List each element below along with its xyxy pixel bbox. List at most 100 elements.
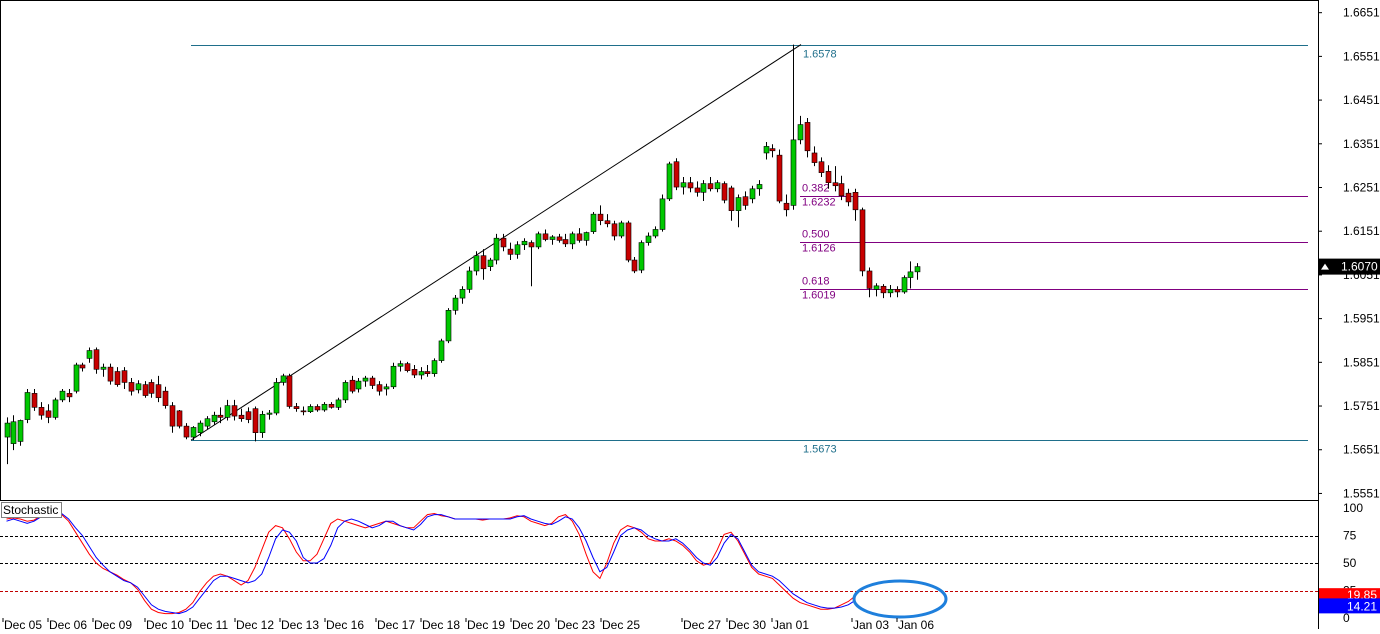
- bull-candle-body: [5, 423, 10, 437]
- x-axis-label: Dec 20: [512, 618, 550, 629]
- candle: [287, 374, 292, 409]
- x-axis-label: Dec 25: [602, 618, 640, 629]
- price-axis-label: 1.6351: [1343, 137, 1380, 151]
- bear-candle-body: [143, 385, 148, 396]
- bear-candle-body: [253, 409, 258, 433]
- bull-candle-body: [25, 392, 30, 419]
- price-axis-label: 1.6151: [1343, 224, 1380, 238]
- bear-candle-body: [287, 376, 292, 407]
- candle: [660, 194, 665, 231]
- x-axis-label: Dec 16: [326, 618, 364, 629]
- bull-candle-body: [474, 256, 479, 271]
- bear-candle-body: [839, 184, 844, 196]
- stoch-axis-label: 50: [1343, 556, 1357, 570]
- bear-candle-body: [557, 237, 562, 240]
- bear-candle-body: [770, 149, 775, 151]
- bear-candle-body: [377, 385, 382, 392]
- candle: [60, 389, 65, 402]
- candle: [391, 363, 396, 389]
- x-axis-label: Jan 06: [898, 618, 934, 629]
- bull-candle-body: [398, 364, 403, 367]
- bull-candle-body: [591, 214, 596, 231]
- bull-candle-body: [915, 267, 920, 272]
- bull-candle-body: [460, 289, 465, 298]
- price-axis-label: 1.5751: [1343, 399, 1380, 413]
- candle: [274, 378, 279, 415]
- bull-candle-body: [584, 233, 589, 241]
- bear-candle-body: [784, 203, 789, 210]
- bear-candle-body: [612, 224, 617, 236]
- bear-candle-body: [695, 188, 700, 192]
- bull-candle-body: [419, 372, 424, 375]
- bull-candle-body: [274, 382, 279, 413]
- bear-candle-body: [184, 426, 189, 437]
- candle: [591, 212, 596, 234]
- bull-candle-body: [308, 406, 313, 411]
- bear-candle-body: [370, 378, 375, 385]
- bear-candle-body: [819, 162, 824, 173]
- bear-candle-body: [315, 406, 320, 409]
- bear-candle-body: [32, 393, 37, 407]
- bear-candle-body: [605, 221, 610, 224]
- bull-candle-body: [791, 140, 796, 206]
- bull-candle-body: [750, 189, 755, 199]
- bull-candle-body: [681, 183, 686, 187]
- bull-candle-body: [701, 184, 706, 193]
- bull-candle-body: [101, 367, 106, 369]
- bull-candle-body: [453, 298, 458, 310]
- bear-candle-body: [163, 391, 168, 405]
- bull-candle-body: [888, 289, 893, 292]
- stoch-axis-label: 75: [1343, 529, 1357, 543]
- bull-candle-body: [488, 260, 493, 267]
- bear-candle-body: [508, 249, 513, 254]
- bull-candle-body: [384, 387, 389, 389]
- bear-candle-body: [867, 271, 872, 288]
- bear-candle-body: [170, 406, 175, 427]
- candle: [639, 240, 644, 273]
- bull-candle-body: [667, 164, 672, 199]
- price-axis-label: 1.5851: [1343, 355, 1380, 369]
- candle: [722, 181, 727, 203]
- bear-candle-body: [708, 184, 713, 189]
- fib-ratio-label: 0.500: [802, 229, 830, 241]
- bull-candle-body: [260, 414, 265, 432]
- candle: [494, 234, 499, 265]
- fib-price-label: 1.6232: [802, 197, 836, 209]
- bear-candle-body: [543, 234, 548, 240]
- bear-candle-body: [805, 122, 810, 150]
- x-axis-label: Dec 10: [146, 618, 184, 629]
- fib-price-label: 1.6126: [802, 243, 836, 255]
- bear-candle-body: [577, 234, 582, 241]
- bear-candle-body: [108, 367, 113, 381]
- candle: [25, 389, 30, 423]
- x-axis-label: Jan 01: [773, 618, 809, 629]
- candle: [626, 221, 631, 263]
- x-axis-label: Jan 03: [853, 618, 889, 629]
- bear-candle-body: [80, 365, 85, 368]
- bear-candle-body: [177, 411, 182, 426]
- bear-candle-body: [846, 193, 851, 202]
- bull-candle-body: [515, 245, 520, 255]
- bear-candle-body: [895, 289, 900, 292]
- bear-candle-body: [232, 406, 237, 416]
- bear-candle-body: [812, 153, 817, 163]
- stoch-main-value-label: 14.21: [1347, 599, 1377, 613]
- bull-candle-body: [446, 310, 451, 341]
- bear-candle-body: [239, 415, 244, 418]
- bear-candle-body: [481, 256, 486, 269]
- price-axis-label: 1.5651: [1343, 443, 1380, 457]
- bull-candle-body: [356, 381, 361, 389]
- x-axis-label: Dec 30: [728, 618, 766, 629]
- price-axis-label: 1.5951: [1343, 312, 1380, 326]
- bull-candle-body: [18, 420, 23, 441]
- x-axis-label: Dec 13: [281, 618, 319, 629]
- bull-candle-body: [757, 184, 762, 188]
- candle: [667, 162, 672, 201]
- bull-candle-body: [653, 229, 658, 236]
- bear-candle-body: [246, 412, 251, 420]
- bull-candle-body: [60, 391, 65, 400]
- bear-candle-body: [743, 197, 748, 206]
- x-axis-label: Dec 05: [4, 618, 42, 629]
